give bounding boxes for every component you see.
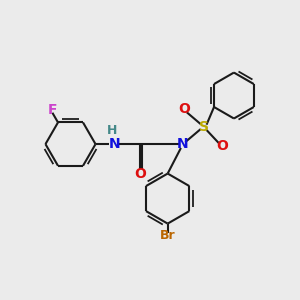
Text: O: O [134,167,146,182]
Text: Br: Br [160,230,176,242]
Text: H: H [107,124,118,137]
Text: N: N [109,137,121,151]
Text: N: N [177,137,188,151]
Text: O: O [178,102,190,116]
Text: S: S [199,120,208,134]
Text: O: O [216,140,228,154]
Text: F: F [48,103,57,117]
